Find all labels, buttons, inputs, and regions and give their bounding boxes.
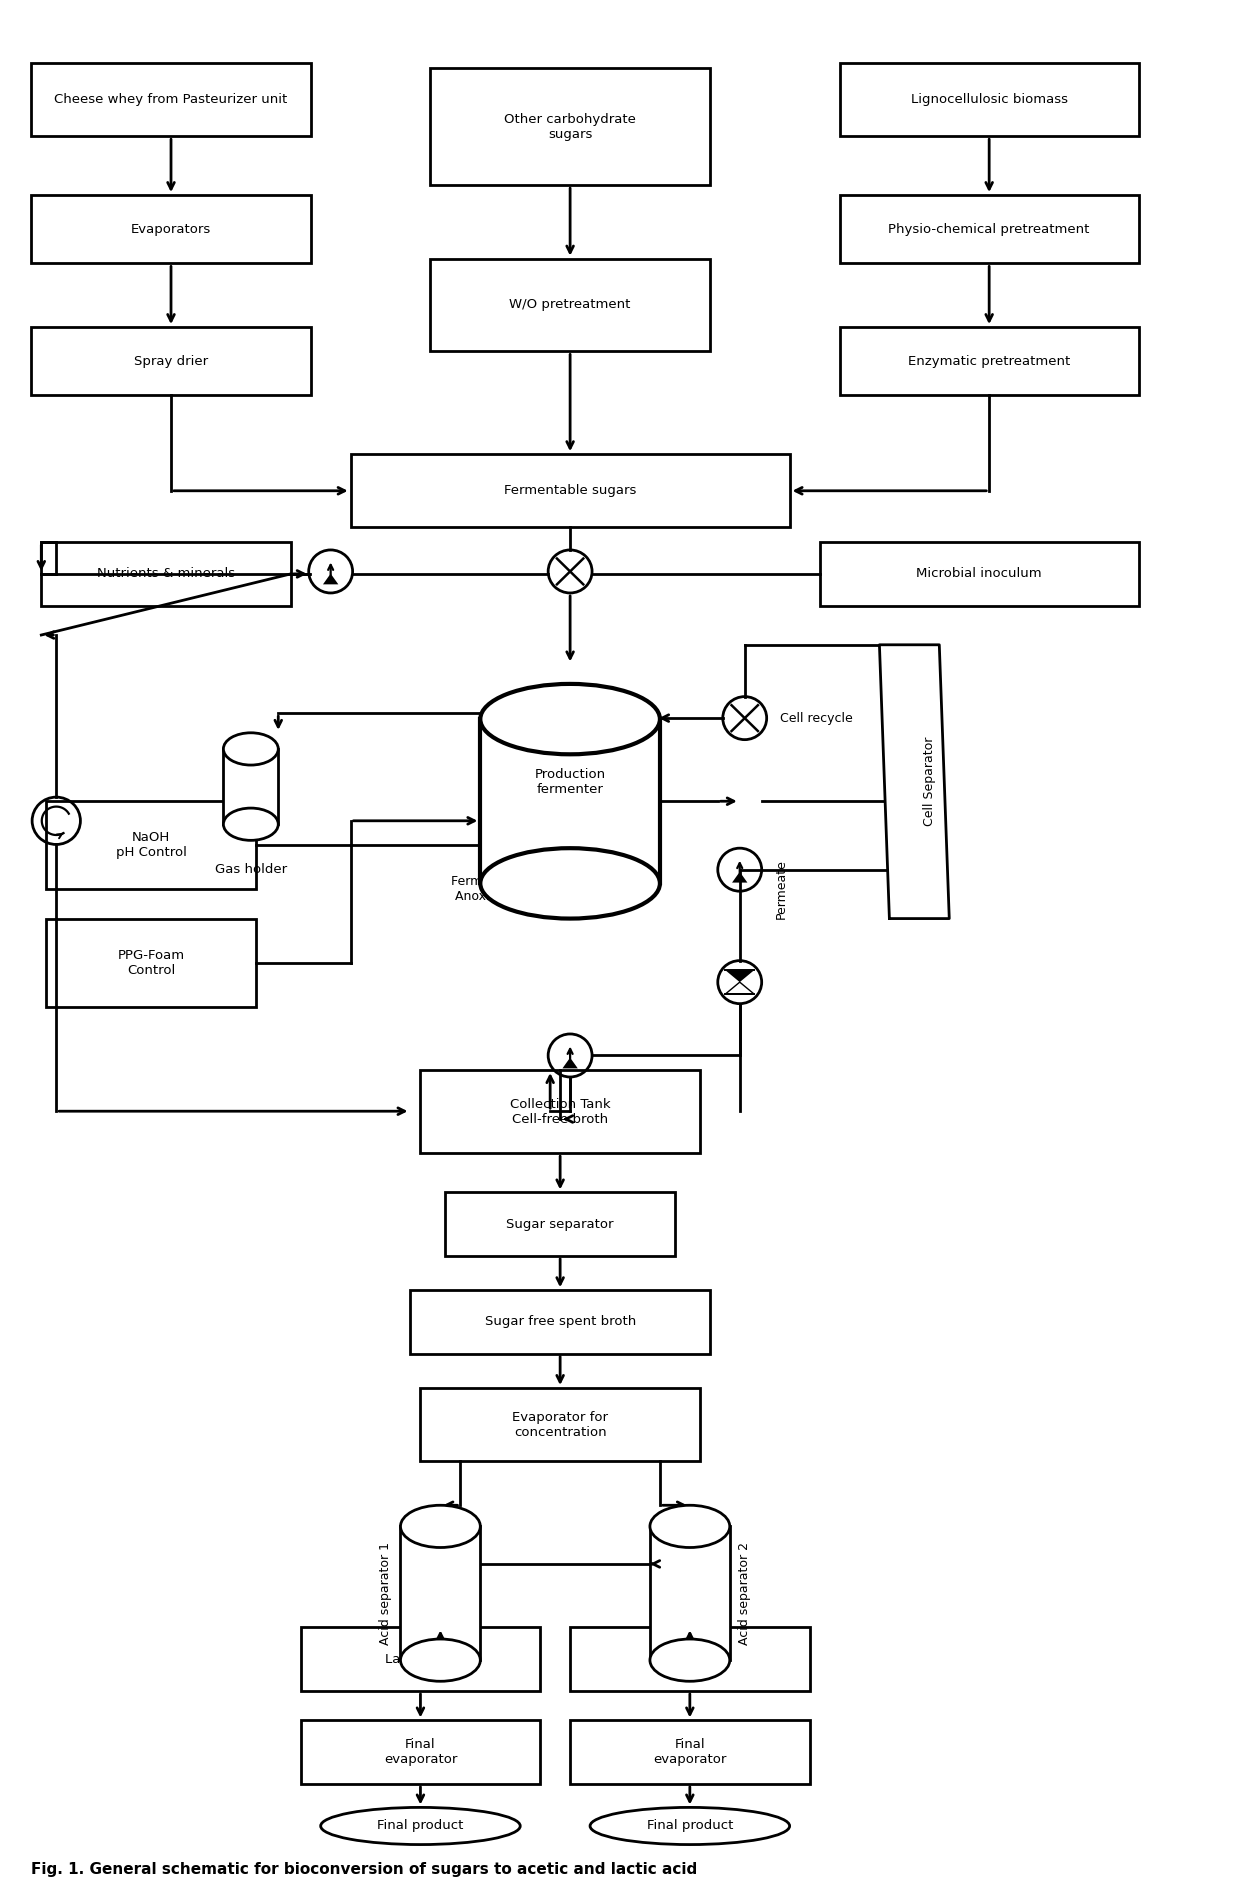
Text: Fig. 1. General schematic for bioconversion of sugars to acetic and lactic acid: Fig. 1. General schematic for bioconvers… xyxy=(31,1862,698,1877)
Text: Microbial inoculum: Microbial inoculum xyxy=(916,568,1042,580)
Text: Acid separator 1: Acid separator 1 xyxy=(379,1542,392,1644)
FancyBboxPatch shape xyxy=(420,1070,699,1154)
Text: Collection Tank
Cell-free broth: Collection Tank Cell-free broth xyxy=(510,1097,610,1125)
Text: Cell recycle: Cell recycle xyxy=(780,712,852,725)
FancyBboxPatch shape xyxy=(301,1720,541,1784)
FancyBboxPatch shape xyxy=(410,1290,709,1354)
Ellipse shape xyxy=(650,1505,730,1548)
FancyBboxPatch shape xyxy=(430,68,709,185)
Polygon shape xyxy=(725,982,754,993)
Text: Gas holder: Gas holder xyxy=(215,863,286,876)
FancyBboxPatch shape xyxy=(31,194,311,264)
FancyBboxPatch shape xyxy=(351,455,790,527)
Text: Permeate: Permeate xyxy=(775,859,787,919)
FancyBboxPatch shape xyxy=(301,1627,541,1692)
FancyBboxPatch shape xyxy=(31,327,311,395)
Ellipse shape xyxy=(401,1639,480,1682)
Text: Final
evaporator: Final evaporator xyxy=(383,1739,458,1765)
Text: NaOH
pH Control: NaOH pH Control xyxy=(115,831,186,859)
FancyBboxPatch shape xyxy=(420,1388,699,1461)
FancyBboxPatch shape xyxy=(430,259,709,351)
Polygon shape xyxy=(563,1057,578,1069)
Text: W/O pretreatment: W/O pretreatment xyxy=(510,298,631,312)
Text: Sugar separator: Sugar separator xyxy=(506,1218,614,1231)
FancyBboxPatch shape xyxy=(570,1627,810,1692)
FancyBboxPatch shape xyxy=(31,62,311,136)
Ellipse shape xyxy=(480,683,660,755)
Ellipse shape xyxy=(223,808,278,840)
Text: Evaporator for
concentration: Evaporator for concentration xyxy=(512,1410,608,1439)
Text: PPG-Foam
Control: PPG-Foam Control xyxy=(118,948,185,976)
FancyBboxPatch shape xyxy=(839,194,1138,264)
FancyBboxPatch shape xyxy=(820,542,1138,606)
Text: Cell Separator: Cell Separator xyxy=(923,736,936,827)
FancyBboxPatch shape xyxy=(46,919,255,1006)
Polygon shape xyxy=(322,574,339,585)
FancyBboxPatch shape xyxy=(839,327,1138,395)
Text: Final product: Final product xyxy=(377,1820,464,1833)
Text: Physio-chemical pretreatment: Physio-chemical pretreatment xyxy=(889,223,1090,236)
FancyBboxPatch shape xyxy=(839,62,1138,136)
Text: Lignocellulosic biomass: Lignocellulosic biomass xyxy=(910,93,1068,106)
FancyBboxPatch shape xyxy=(570,1720,810,1784)
FancyBboxPatch shape xyxy=(46,801,255,889)
Text: Lactic acid: Lactic acid xyxy=(384,1652,456,1665)
Text: Nutrients & minerals: Nutrients & minerals xyxy=(97,568,236,580)
Polygon shape xyxy=(732,872,748,882)
Text: Sugar free spent broth: Sugar free spent broth xyxy=(485,1316,636,1329)
FancyBboxPatch shape xyxy=(401,1526,480,1660)
Polygon shape xyxy=(879,646,950,919)
Text: Acetic acid: Acetic acid xyxy=(653,1652,727,1665)
FancyBboxPatch shape xyxy=(223,750,278,825)
Ellipse shape xyxy=(480,848,660,919)
Text: Cheese whey from Pasteurizer unit: Cheese whey from Pasteurizer unit xyxy=(55,93,288,106)
FancyBboxPatch shape xyxy=(445,1193,675,1256)
Ellipse shape xyxy=(321,1807,521,1845)
Ellipse shape xyxy=(590,1807,790,1845)
Ellipse shape xyxy=(401,1505,480,1548)
FancyBboxPatch shape xyxy=(650,1526,730,1660)
Text: Ferment at 34 ± 2 °C, 150 rpm,
Anoxic condition, pH 4.0 ± 0.1: Ferment at 34 ± 2 °C, 150 rpm, Anoxic co… xyxy=(451,876,650,902)
FancyBboxPatch shape xyxy=(480,719,660,884)
Text: Production
fermenter: Production fermenter xyxy=(534,768,605,795)
Text: Spray drier: Spray drier xyxy=(134,355,208,368)
Text: Other carbohydrate
sugars: Other carbohydrate sugars xyxy=(505,113,636,140)
Ellipse shape xyxy=(650,1639,730,1682)
Text: Acid separator 2: Acid separator 2 xyxy=(738,1542,751,1644)
FancyBboxPatch shape xyxy=(41,542,290,606)
Text: Fermentable sugars: Fermentable sugars xyxy=(503,485,636,497)
Polygon shape xyxy=(725,970,754,982)
Text: Final product: Final product xyxy=(646,1820,733,1833)
Text: Enzymatic pretreatment: Enzymatic pretreatment xyxy=(908,355,1070,368)
Ellipse shape xyxy=(223,733,278,765)
Text: Evaporators: Evaporators xyxy=(131,223,211,236)
Text: Final
evaporator: Final evaporator xyxy=(653,1739,727,1765)
